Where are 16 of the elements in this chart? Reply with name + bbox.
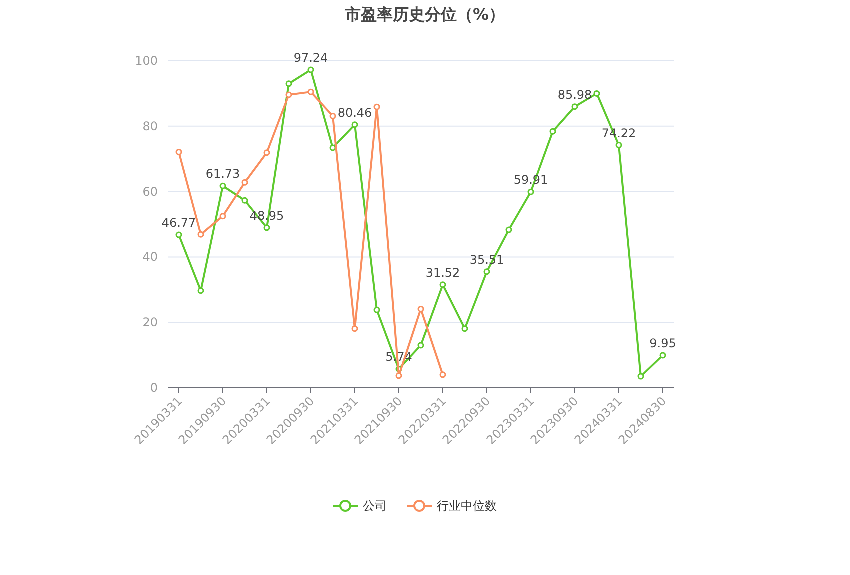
data-label: 85.98 [558,88,592,102]
y-tick-label: 20 [142,316,158,330]
data-label: 97.24 [294,51,328,66]
y-tick-label: 100 [135,54,158,68]
data-label: 61.73 [206,167,240,182]
chart-title: 市盈率历史分位（%） [344,5,506,24]
data-label: 9.95 [650,336,676,350]
data-label: 31.52 [426,266,460,280]
y-tick-label: 80 [142,119,158,134]
data-label: 80.46 [338,106,372,120]
y-tick-label: 0 [150,381,158,395]
legend-label: 行业中位数 [437,499,497,513]
y-tick-label: 40 [142,250,158,264]
legend-label: 公司 [363,499,387,513]
y-tick-label: 60 [142,184,158,199]
data-label: 46.77 [162,216,196,230]
